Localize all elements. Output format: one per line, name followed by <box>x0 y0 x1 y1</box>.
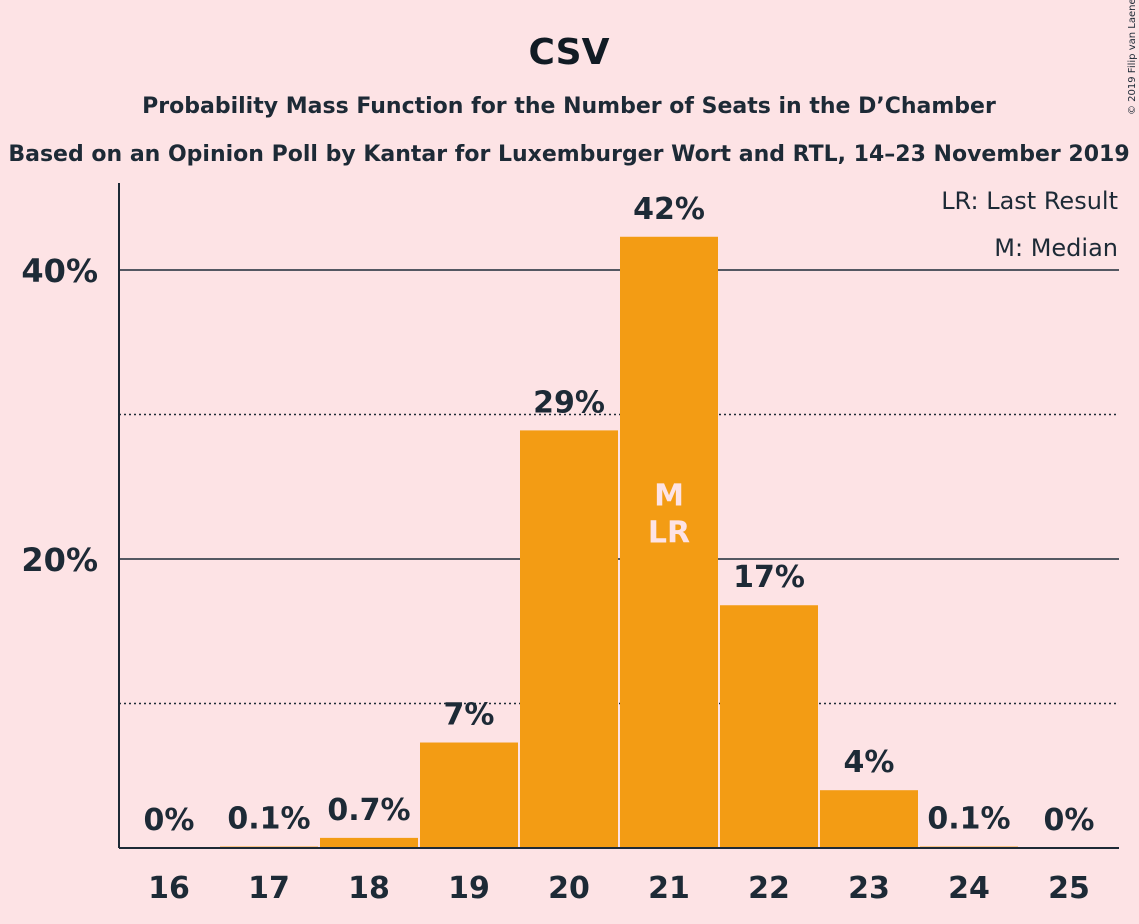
median-marker: M <box>654 479 684 514</box>
bar-19 <box>420 742 518 848</box>
data-label-22: 17% <box>733 560 805 595</box>
x-tick-label-20: 20 <box>548 871 590 906</box>
x-tick-label-21: 21 <box>648 871 690 906</box>
data-label-16: 0% <box>144 803 195 838</box>
y-axis-ticks: 20% 40% <box>21 252 98 579</box>
data-label-25: 0% <box>1044 803 1095 838</box>
data-label-19: 7% <box>444 698 495 733</box>
legend-median: M: Median <box>994 234 1118 262</box>
x-tick-label-16: 16 <box>148 871 190 906</box>
data-label-17: 0.1% <box>227 802 310 837</box>
x-axis-ticks: 16 17 18 19 20 21 22 23 24 25 <box>148 871 1090 906</box>
chart-subtitle: Probability Mass Function for the Number… <box>142 94 996 119</box>
last-result-marker: LR <box>648 516 690 551</box>
bar-18 <box>320 837 418 848</box>
bar-20 <box>520 430 618 848</box>
chart-source: Based on an Opinion Poll by Kantar for L… <box>8 142 1129 167</box>
data-label-18: 0.7% <box>327 793 410 828</box>
legend-last-result: LR: Last Result <box>941 187 1118 215</box>
bar-22 <box>720 605 818 848</box>
data-label-24: 0.1% <box>927 802 1010 837</box>
x-tick-label-24: 24 <box>948 871 990 906</box>
x-tick-label-18: 18 <box>348 871 390 906</box>
y-tick-label: 20% <box>21 541 98 579</box>
x-tick-label-17: 17 <box>248 871 290 906</box>
bar-23 <box>820 790 918 848</box>
data-labels: 0% 0.1% 0.7% 7% 29% 42% MLR 17% 4% 0.1% 0% <box>144 192 1095 838</box>
data-label-20: 29% <box>533 385 605 420</box>
bars <box>220 236 1018 848</box>
x-tick-label-19: 19 <box>448 871 490 906</box>
gridlines <box>119 269 1119 705</box>
y-tick-label: 40% <box>21 252 98 290</box>
x-tick-label-25: 25 <box>1048 871 1090 906</box>
chart-title: CSV <box>529 32 610 73</box>
bar-21 <box>620 236 718 848</box>
copyright-credit: © 2019 Filip van Laenen <box>1127 0 1138 115</box>
data-label-21: 42% <box>633 192 705 227</box>
data-label-23: 4% <box>844 745 895 780</box>
x-tick-label-22: 22 <box>748 871 790 906</box>
x-tick-label-23: 23 <box>848 871 890 906</box>
